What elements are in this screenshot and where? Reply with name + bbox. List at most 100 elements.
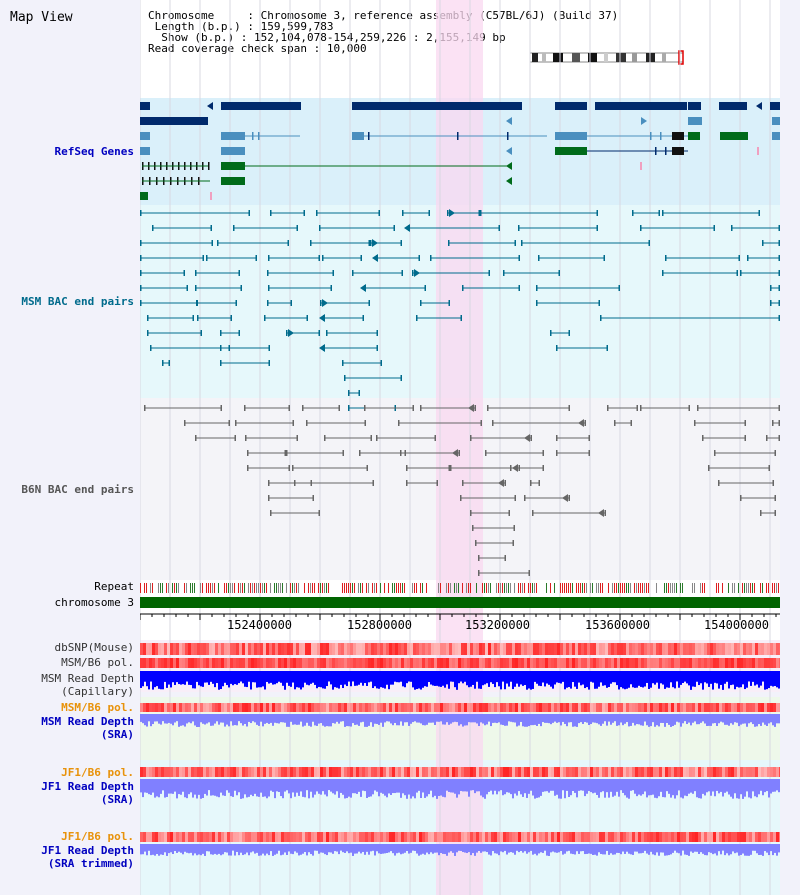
heat-cell	[491, 643, 494, 655]
depth-bar	[718, 844, 720, 852]
bac-end	[268, 495, 270, 501]
heat-cell	[368, 643, 371, 655]
depth-bar	[172, 714, 174, 726]
depth-bar	[316, 844, 318, 851]
bac-end	[416, 315, 418, 321]
bac-end	[530, 435, 532, 441]
heat-cell	[614, 643, 617, 655]
gene-exon	[352, 102, 522, 110]
depth-bar	[618, 844, 620, 853]
bac-end	[197, 315, 199, 321]
depth-bar	[268, 779, 270, 797]
gene-exon	[719, 102, 747, 110]
heat-cell	[254, 643, 257, 655]
heat-cell	[623, 658, 626, 668]
heat-cell	[245, 832, 248, 842]
repeat-mark	[504, 583, 505, 593]
heat-cell	[743, 643, 746, 655]
depth-bar	[706, 779, 708, 793]
depth-bar	[254, 844, 256, 854]
depth-bar	[252, 671, 254, 683]
bac-end	[448, 300, 450, 306]
strand-arrow	[207, 102, 213, 110]
heat-cell	[758, 703, 761, 712]
selection-highlight[interactable]	[436, 0, 483, 895]
heat-cell	[707, 832, 710, 842]
depth-bar	[608, 844, 610, 855]
strand-arrow	[468, 404, 474, 412]
depth-bar	[502, 844, 504, 853]
repeat-mark	[732, 583, 733, 593]
heat-cell	[323, 658, 326, 668]
depth-bar	[774, 844, 776, 853]
depth-bar	[208, 714, 210, 723]
heat-cell	[227, 643, 230, 655]
heat-cell	[374, 658, 377, 668]
repeat-mark	[368, 583, 369, 593]
feature-tracks[interactable]	[140, 98, 780, 588]
depth-bar	[326, 844, 328, 856]
heat-cell	[170, 767, 173, 777]
heat-cell	[647, 832, 650, 842]
heat-cell	[401, 832, 404, 842]
heat-cell	[479, 767, 482, 777]
depth-bar	[434, 844, 436, 853]
depth-bar	[436, 844, 438, 853]
heat-cell	[752, 703, 755, 712]
depth-bar	[440, 671, 442, 687]
depth-bar	[634, 714, 636, 726]
heat-cell	[269, 703, 272, 712]
depth-bar	[730, 714, 732, 724]
heat-cell	[293, 643, 296, 655]
bac-end	[206, 255, 208, 261]
heat-cell	[341, 703, 344, 712]
bac-end	[140, 210, 142, 216]
heat-cell	[707, 658, 710, 668]
heat-cell	[218, 832, 221, 842]
heat-cell	[698, 703, 701, 712]
heat-cell	[230, 703, 233, 712]
repeat-mark	[682, 583, 683, 593]
bac-end	[600, 315, 602, 321]
heat-cell	[470, 658, 473, 668]
depth-bar	[186, 844, 188, 853]
heat-cell	[614, 703, 617, 712]
depth-bar	[580, 779, 582, 791]
depth-bar	[374, 779, 376, 791]
heat-cell	[554, 703, 557, 712]
heat-cell	[389, 703, 392, 712]
depth-bar	[686, 671, 688, 684]
heat-cell	[587, 643, 590, 655]
depth-bar	[460, 671, 462, 682]
heat-cell	[224, 658, 227, 668]
heat-cell	[446, 767, 449, 777]
depth-bar	[248, 844, 250, 856]
depth-bar	[722, 714, 724, 723]
heat-cell	[380, 658, 383, 668]
depth-bar	[650, 844, 652, 852]
depth-bar	[604, 844, 606, 855]
bac-end	[702, 435, 704, 441]
heat-cell	[140, 703, 143, 712]
depth-bar	[442, 779, 444, 797]
depth-bar	[430, 671, 432, 685]
heat-cell	[476, 703, 479, 712]
depth-bar	[210, 844, 212, 855]
depth-bar	[732, 714, 734, 725]
heat-cell	[377, 703, 380, 712]
heat-cell	[419, 643, 422, 655]
depth-bar	[220, 844, 222, 856]
depth-bar	[140, 844, 142, 855]
depth-bar	[550, 671, 552, 687]
repeat-mark	[292, 583, 293, 593]
depth-bar	[750, 844, 752, 855]
heat-cell	[569, 643, 572, 655]
heat-cell	[266, 658, 269, 668]
depth-bar	[500, 779, 502, 791]
depth-bar	[378, 844, 380, 854]
heat-cell	[500, 832, 503, 842]
depth-bar	[584, 714, 586, 722]
heat-cell	[572, 703, 575, 712]
bac-end	[152, 225, 154, 231]
heat-cell	[158, 832, 161, 842]
